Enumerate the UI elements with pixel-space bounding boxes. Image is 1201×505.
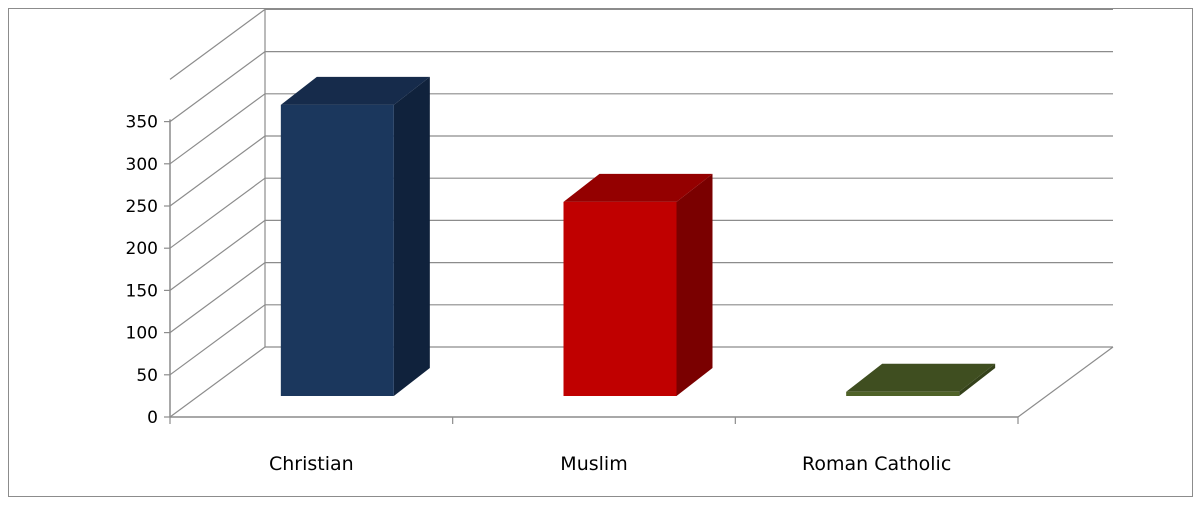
gridline-side-0 xyxy=(169,346,266,418)
y-tick-label-250: 250 xyxy=(126,197,158,217)
floor-right-edge xyxy=(1017,346,1114,418)
x-tick-labels: Christian Muslim Roman Catholic xyxy=(269,453,951,475)
bar-side xyxy=(959,363,996,396)
axes xyxy=(164,9,1114,424)
gridline-side-150 xyxy=(169,219,266,291)
bar-front xyxy=(563,201,677,396)
y-tick-label-100: 100 xyxy=(126,324,158,344)
bar-front xyxy=(846,391,960,396)
y-tick-label-0: 0 xyxy=(147,408,158,428)
bar-christian xyxy=(280,76,430,396)
gridline-side-50 xyxy=(169,304,266,376)
y-tick-label-300: 300 xyxy=(126,155,158,175)
bar-front xyxy=(280,104,394,396)
bar-side xyxy=(676,173,713,396)
y-tick-labels: 0 50 100 150 200 250 300 350 xyxy=(126,113,158,428)
bar-top xyxy=(563,173,713,202)
bar-muslim xyxy=(563,173,713,396)
gridline-side-350 xyxy=(169,51,266,123)
bar-roman-catholic xyxy=(846,363,996,396)
y-tick-label-200: 200 xyxy=(126,239,158,259)
y-tick-label-50: 50 xyxy=(136,366,158,386)
bar-top xyxy=(846,363,996,392)
bar-side xyxy=(393,76,430,396)
gridline-side-top xyxy=(169,8,266,80)
y-tick-label-150: 150 xyxy=(126,281,158,301)
bars xyxy=(280,76,996,396)
x-tick-label: Roman Catholic xyxy=(802,453,951,475)
x-tick-label: Muslim xyxy=(560,453,627,475)
gridline-side-300 xyxy=(169,93,266,165)
gridline-side-250 xyxy=(169,135,266,207)
gridline-side-200 xyxy=(169,177,266,249)
bar-top xyxy=(280,76,430,105)
x-tick-label: Christian xyxy=(269,453,354,475)
y-tick-label-350: 350 xyxy=(126,113,158,133)
gridline-side-100 xyxy=(169,262,266,334)
